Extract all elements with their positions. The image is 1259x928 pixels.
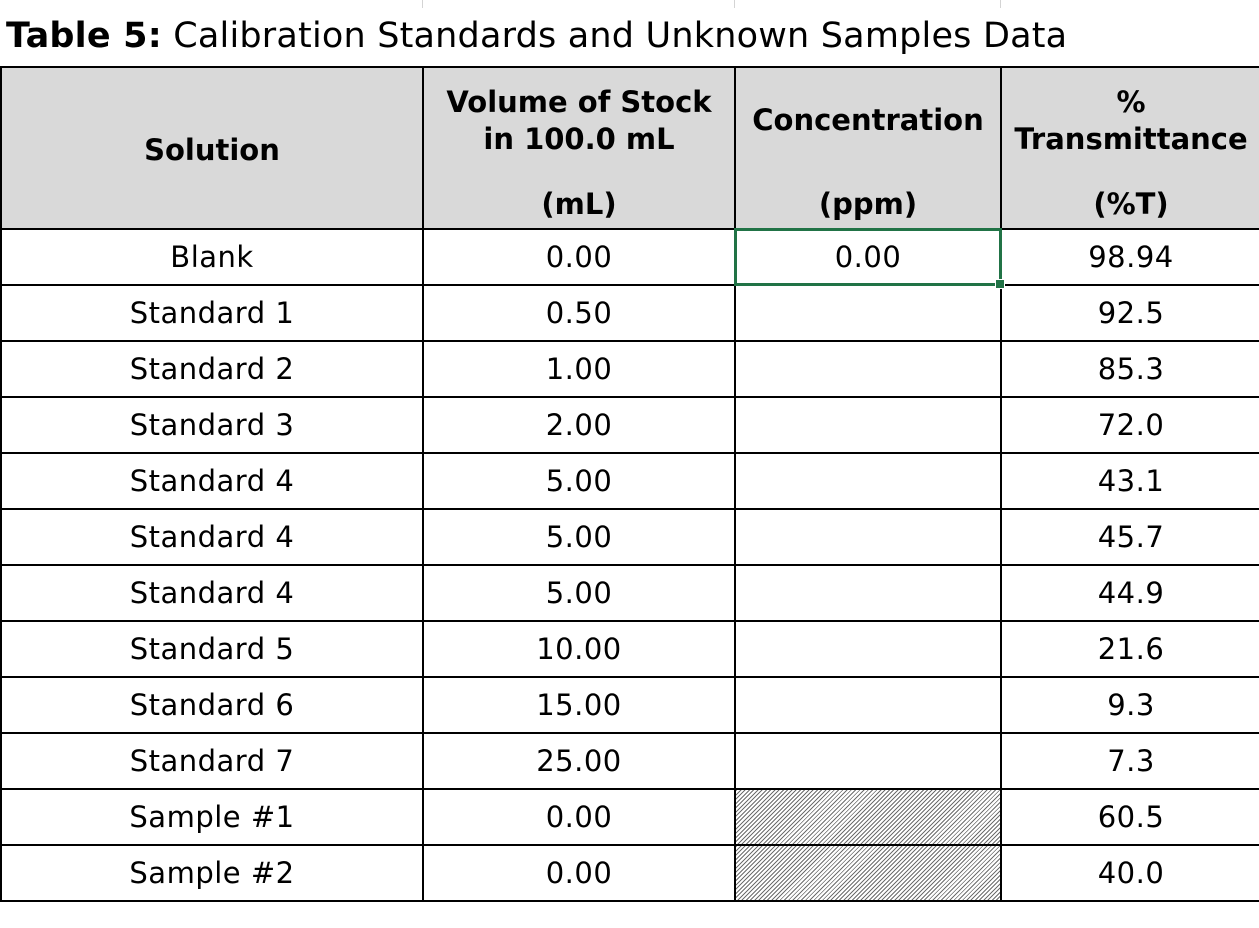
cell-solution[interactable]: Standard 3 <box>0 396 424 454</box>
table-title-label: Table 5: <box>6 16 162 56</box>
table-row: Blank 0.00 0.00 98.94 <box>0 228 1259 289</box>
cell-volume[interactable]: 0.00 <box>422 788 736 846</box>
cell-volume[interactable]: 10.00 <box>422 620 736 678</box>
table-body: Blank 0.00 0.00 98.94 Standard 1 0.50 92.5 Stan… <box>0 228 1259 902</box>
header-solution[interactable]: Solution <box>0 66 424 230</box>
cell-transmittance[interactable]: 7.3 <box>1000 732 1259 790</box>
header-row: Solution Volume of Stock in 100.0 mL (mL… <box>0 66 1259 230</box>
header-concentration-unit: (ppm) <box>818 187 918 221</box>
column-gridlines <box>0 0 1259 8</box>
table-title-text: Calibration Standards and Unknown Sample… <box>173 16 1068 56</box>
cell-volume[interactable]: 5.00 <box>422 452 736 510</box>
table-row: Standard 3 2.00 72.0 <box>0 396 1259 454</box>
table-row: Standard 4 5.00 44.9 <box>0 564 1259 622</box>
header-concentration-label: Concentration <box>752 103 984 137</box>
cell-concentration[interactable] <box>734 788 1002 846</box>
cell-concentration[interactable] <box>734 676 1002 734</box>
cell-volume[interactable]: 0.50 <box>422 284 736 342</box>
header-volume[interactable]: Volume of Stock in 100.0 mL (mL) <box>422 66 736 230</box>
header-transmittance-line2: Transmittance <box>1014 122 1248 156</box>
cell-transmittance[interactable]: 85.3 <box>1000 340 1259 398</box>
cell-volume[interactable]: 2.00 <box>422 396 736 454</box>
cell-transmittance[interactable]: 21.6 <box>1000 620 1259 678</box>
cell-volume[interactable]: 15.00 <box>422 676 736 734</box>
cell-solution[interactable]: Standard 1 <box>0 284 424 342</box>
cell-transmittance[interactable]: 45.7 <box>1000 508 1259 566</box>
header-volume-line1: Volume of Stock <box>446 85 712 119</box>
cell-transmittance[interactable]: 72.0 <box>1000 396 1259 454</box>
cell-concentration[interactable] <box>734 620 1002 678</box>
table-row: Standard 5 10.00 21.6 <box>0 620 1259 678</box>
table-row: Standard 6 15.00 9.3 <box>0 676 1259 734</box>
cell-solution[interactable]: Standard 5 <box>0 620 424 678</box>
cell-transmittance[interactable]: 60.5 <box>1000 788 1259 846</box>
cell-solution[interactable]: Standard 4 <box>0 452 424 510</box>
cell-volume[interactable]: 5.00 <box>422 564 736 622</box>
cell-solution[interactable]: Standard 7 <box>0 732 424 790</box>
cell-volume[interactable]: 1.00 <box>422 340 736 398</box>
cell-volume[interactable]: 0.00 <box>422 228 736 286</box>
header-solution-label: Solution <box>144 133 280 167</box>
fill-handle[interactable] <box>995 279 1005 289</box>
cell-solution[interactable]: Standard 6 <box>0 676 424 734</box>
cell-solution[interactable]: Standard 2 <box>0 340 424 398</box>
header-transmittance-unit: (%T) <box>1093 187 1169 221</box>
cell-transmittance[interactable]: 44.9 <box>1000 564 1259 622</box>
cell-concentration[interactable] <box>734 452 1002 510</box>
header-volume-line2: in 100.0 mL <box>483 122 675 156</box>
header-volume-unit: (mL) <box>541 187 617 221</box>
cell-transmittance[interactable]: 40.0 <box>1000 844 1259 902</box>
cell-concentration[interactable] <box>734 340 1002 398</box>
cell-concentration[interactable] <box>734 732 1002 790</box>
table-row: Standard 1 0.50 92.5 <box>0 284 1259 342</box>
cell-solution[interactable]: Sample #2 <box>0 844 424 902</box>
table-row: Standard 4 5.00 45.7 <box>0 508 1259 566</box>
cell-volume[interactable]: 5.00 <box>422 508 736 566</box>
table-row: Standard 7 25.00 7.3 <box>0 732 1259 790</box>
cell-transmittance[interactable]: 43.1 <box>1000 452 1259 510</box>
cell-transmittance[interactable]: 92.5 <box>1000 284 1259 342</box>
cell-solution[interactable]: Blank <box>0 228 424 286</box>
table-row: Standard 2 1.00 85.3 <box>0 340 1259 398</box>
header-transmittance[interactable]: % Transmittance (%T) <box>1000 66 1259 230</box>
cell-concentration[interactable] <box>734 396 1002 454</box>
cell-concentration[interactable] <box>734 508 1002 566</box>
cell-transmittance[interactable]: 98.94 <box>1000 228 1259 286</box>
table-row: Sample #2 0.00 40.0 <box>0 844 1259 902</box>
cell-concentration[interactable] <box>734 564 1002 622</box>
cell-volume[interactable]: 0.00 <box>422 844 736 902</box>
cell-concentration[interactable] <box>734 284 1002 342</box>
cell-concentration[interactable] <box>734 844 1002 902</box>
cell-concentration-selected[interactable]: 0.00 <box>734 228 1005 289</box>
header-transmittance-line1: % <box>1116 85 1146 119</box>
cell-solution[interactable]: Standard 4 <box>0 564 424 622</box>
table-row: Standard 4 5.00 43.1 <box>0 452 1259 510</box>
cell-transmittance[interactable]: 9.3 <box>1000 676 1259 734</box>
table-title[interactable]: Table 5: Calibration Standards and Unkno… <box>6 6 1067 66</box>
cell-solution[interactable]: Sample #1 <box>0 788 424 846</box>
table-row: Sample #1 0.00 60.5 <box>0 788 1259 846</box>
header-concentration[interactable]: Concentration (ppm) <box>734 66 1002 230</box>
cell-solution[interactable]: Standard 4 <box>0 508 424 566</box>
cell-volume[interactable]: 25.00 <box>422 732 736 790</box>
calibration-table: Solution Volume of Stock in 100.0 mL (mL… <box>0 66 1259 902</box>
